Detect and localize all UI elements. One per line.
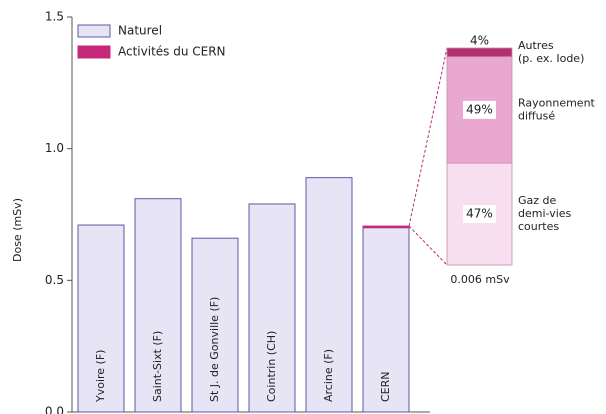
- segment-name: Autres: [518, 39, 554, 52]
- x-tick-label: CERN: [379, 371, 392, 402]
- segment-name: Gaz de: [518, 194, 557, 207]
- bar: [77, 224, 125, 413]
- x-tick-label: St J. de Gonville (F): [208, 297, 221, 402]
- connector: [408, 225, 448, 266]
- legend-label: Activités du CERN: [118, 45, 226, 59]
- bar: [305, 177, 353, 413]
- x-tick-label: Saint-Sixt (F): [151, 331, 164, 402]
- bar: [191, 237, 239, 413]
- y-axis-label: Dose (mSv): [11, 198, 24, 262]
- segment-name: courtes: [518, 220, 559, 233]
- bar: [134, 198, 182, 413]
- segment-name: demi-vies: [518, 207, 572, 220]
- legend-label: Naturel: [118, 24, 162, 38]
- bar: [362, 225, 410, 229]
- legend-swatch: [77, 45, 111, 59]
- x-tick-label: Yvoire (F): [94, 350, 107, 403]
- value-label-box: [463, 100, 496, 119]
- value-label: 4%: [470, 34, 489, 48]
- x-tick-label: Cointrin (CH): [265, 331, 278, 402]
- y-tick-label: 1.0: [45, 141, 64, 155]
- value-label: 0.006 mSv: [450, 273, 510, 286]
- bar: [362, 227, 410, 413]
- segment: [446, 47, 513, 58]
- y-tick-label: 0.0: [45, 405, 64, 414]
- connector: [408, 47, 448, 227]
- value-label: 49%: [466, 102, 493, 116]
- segment-name: (p. ex. Iode): [518, 52, 584, 65]
- value-label-box: [463, 205, 496, 224]
- x-tick-label: Arcine (F): [322, 349, 335, 402]
- y-tick-label: 1.5: [45, 10, 64, 24]
- legend-swatch: [77, 24, 111, 38]
- segment-name: diffusé: [518, 109, 555, 122]
- y-tick-label: 0.5: [45, 273, 64, 287]
- bar: [248, 203, 296, 413]
- value-label: 47%: [466, 207, 493, 221]
- segment-name: Rayonnement: [518, 96, 596, 109]
